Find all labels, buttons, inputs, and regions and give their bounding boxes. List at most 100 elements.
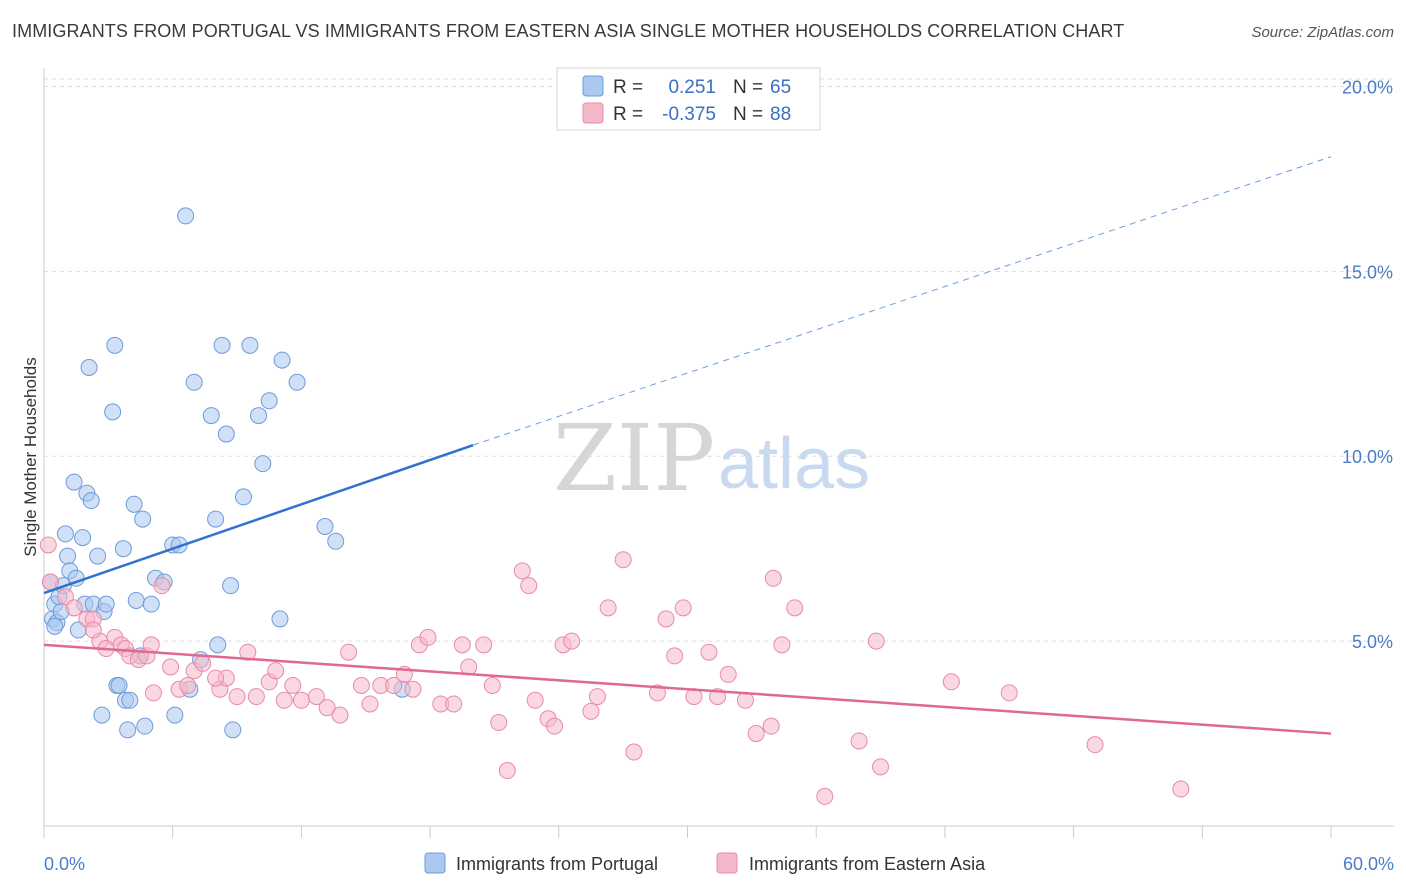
- stats-box: R = 0.251 N = 65 R = -0.375 N = 88: [556, 67, 821, 131]
- data-point-eastern-asia: [419, 628, 437, 646]
- trend-line-portugal: [43, 443, 474, 595]
- data-point-portugal: [110, 676, 128, 694]
- data-point-eastern-asia: [490, 713, 508, 731]
- data-point-portugal: [217, 425, 235, 443]
- data-point-eastern-asia: [284, 676, 302, 694]
- data-point-portugal: [209, 636, 227, 654]
- data-point-portugal: [97, 595, 115, 613]
- data-point-eastern-asia: [867, 632, 885, 650]
- data-point-portugal: [46, 617, 64, 635]
- data-point-eastern-asia: [942, 673, 960, 691]
- data-point-eastern-asia: [1086, 736, 1104, 754]
- data-point-portugal: [134, 510, 152, 528]
- data-point-eastern-asia: [773, 636, 791, 654]
- data-point-eastern-asia: [247, 688, 265, 706]
- data-point-eastern-asia: [162, 658, 180, 676]
- trend-lines: [43, 156, 1332, 735]
- data-point-eastern-asia: [700, 643, 718, 661]
- data-point-portugal: [316, 517, 334, 535]
- data-point-eastern-asia: [625, 743, 643, 761]
- data-point-portugal: [106, 336, 124, 354]
- legend-label-eastern-asia: Immigrants from Eastern Asia: [749, 854, 986, 874]
- data-point-eastern-asia: [563, 632, 581, 650]
- data-point-eastern-asia: [1172, 780, 1190, 798]
- stats-blue-swatch: [582, 75, 604, 97]
- data-point-portugal: [127, 591, 145, 609]
- source-credit: Source: ZipAtlas.com: [1251, 24, 1394, 41]
- data-point-portugal: [59, 547, 77, 565]
- data-point-portugal: [56, 525, 74, 543]
- trend-line-eastern-asia: [43, 643, 1332, 735]
- data-point-eastern-asia: [719, 665, 737, 683]
- y-axis-label: Single Mother Households: [21, 357, 40, 556]
- data-point-eastern-asia: [207, 669, 225, 687]
- data-point-eastern-asia: [762, 717, 780, 735]
- data-point-portugal: [271, 610, 289, 628]
- x-tick-label-min: 0.0%: [44, 854, 85, 874]
- data-point-eastern-asia: [850, 732, 868, 750]
- legend-swatch-portugal: [424, 852, 446, 874]
- data-point-eastern-asia: [39, 536, 57, 554]
- stats-r-value-1: 0.251: [668, 77, 716, 98]
- data-point-eastern-asia: [361, 695, 379, 713]
- data-point-portugal: [89, 547, 107, 565]
- data-point-portugal: [254, 455, 272, 473]
- stats-pink-swatch: [582, 102, 604, 124]
- data-point-portugal: [125, 495, 143, 513]
- watermark-atlas: atlas: [718, 424, 870, 504]
- data-point-eastern-asia: [747, 725, 765, 743]
- stats-n-value-2: 88: [770, 104, 791, 125]
- y-tick-label: 15.0%: [1342, 262, 1393, 282]
- data-point-eastern-asia: [144, 684, 162, 702]
- data-point-eastern-asia: [599, 599, 617, 617]
- x-axis-ticks: [43, 826, 1332, 838]
- data-point-eastern-asia: [764, 569, 782, 587]
- data-point-portugal: [260, 392, 278, 410]
- data-point-portugal: [222, 577, 240, 595]
- data-point-eastern-asia: [307, 688, 325, 706]
- data-point-eastern-asia: [41, 573, 59, 591]
- data-point-eastern-asia: [275, 691, 293, 709]
- data-point-portugal: [119, 721, 137, 739]
- series-eastern-asia-points: [39, 536, 1190, 805]
- data-point-eastern-asia: [453, 636, 471, 654]
- data-point-eastern-asia: [239, 643, 257, 661]
- data-point-eastern-asia: [267, 662, 285, 680]
- data-point-portugal: [65, 473, 83, 491]
- data-point-portugal: [185, 373, 203, 391]
- watermark-zip: ZIP: [553, 405, 715, 512]
- gridlines: [44, 78, 1394, 642]
- data-point-eastern-asia: [872, 758, 890, 776]
- data-point-portugal: [114, 540, 132, 558]
- data-point-eastern-asia: [513, 562, 531, 580]
- data-point-eastern-asia: [84, 621, 102, 639]
- data-point-portugal: [224, 721, 242, 739]
- data-point-portugal: [142, 595, 160, 613]
- data-point-eastern-asia: [546, 717, 564, 735]
- data-point-portugal: [80, 359, 98, 377]
- data-point-eastern-asia: [816, 787, 834, 805]
- data-point-portugal: [93, 706, 111, 724]
- data-point-portugal: [288, 373, 306, 391]
- data-point-portugal: [202, 407, 220, 425]
- data-point-portugal: [241, 336, 259, 354]
- data-point-portugal: [121, 691, 139, 709]
- data-point-portugal: [273, 351, 291, 369]
- data-point-portugal: [250, 407, 267, 425]
- data-point-portugal: [234, 488, 252, 506]
- data-point-eastern-asia: [475, 636, 493, 654]
- data-point-eastern-asia: [65, 599, 83, 617]
- data-point-eastern-asia: [520, 577, 538, 595]
- stats-r-value-2: -0.375: [662, 104, 716, 125]
- data-point-eastern-asia: [588, 688, 606, 706]
- data-point-eastern-asia: [292, 691, 310, 709]
- data-point-eastern-asia: [352, 676, 370, 694]
- stats-r-label-1: R =: [613, 77, 643, 98]
- data-point-portugal: [166, 706, 184, 724]
- data-point-eastern-asia: [648, 684, 666, 702]
- y-tick-label: 10.0%: [1342, 447, 1393, 467]
- stats-n-label-1: N =: [733, 77, 763, 98]
- legend-swatch-eastern-asia: [716, 852, 738, 874]
- data-point-eastern-asia: [228, 688, 246, 706]
